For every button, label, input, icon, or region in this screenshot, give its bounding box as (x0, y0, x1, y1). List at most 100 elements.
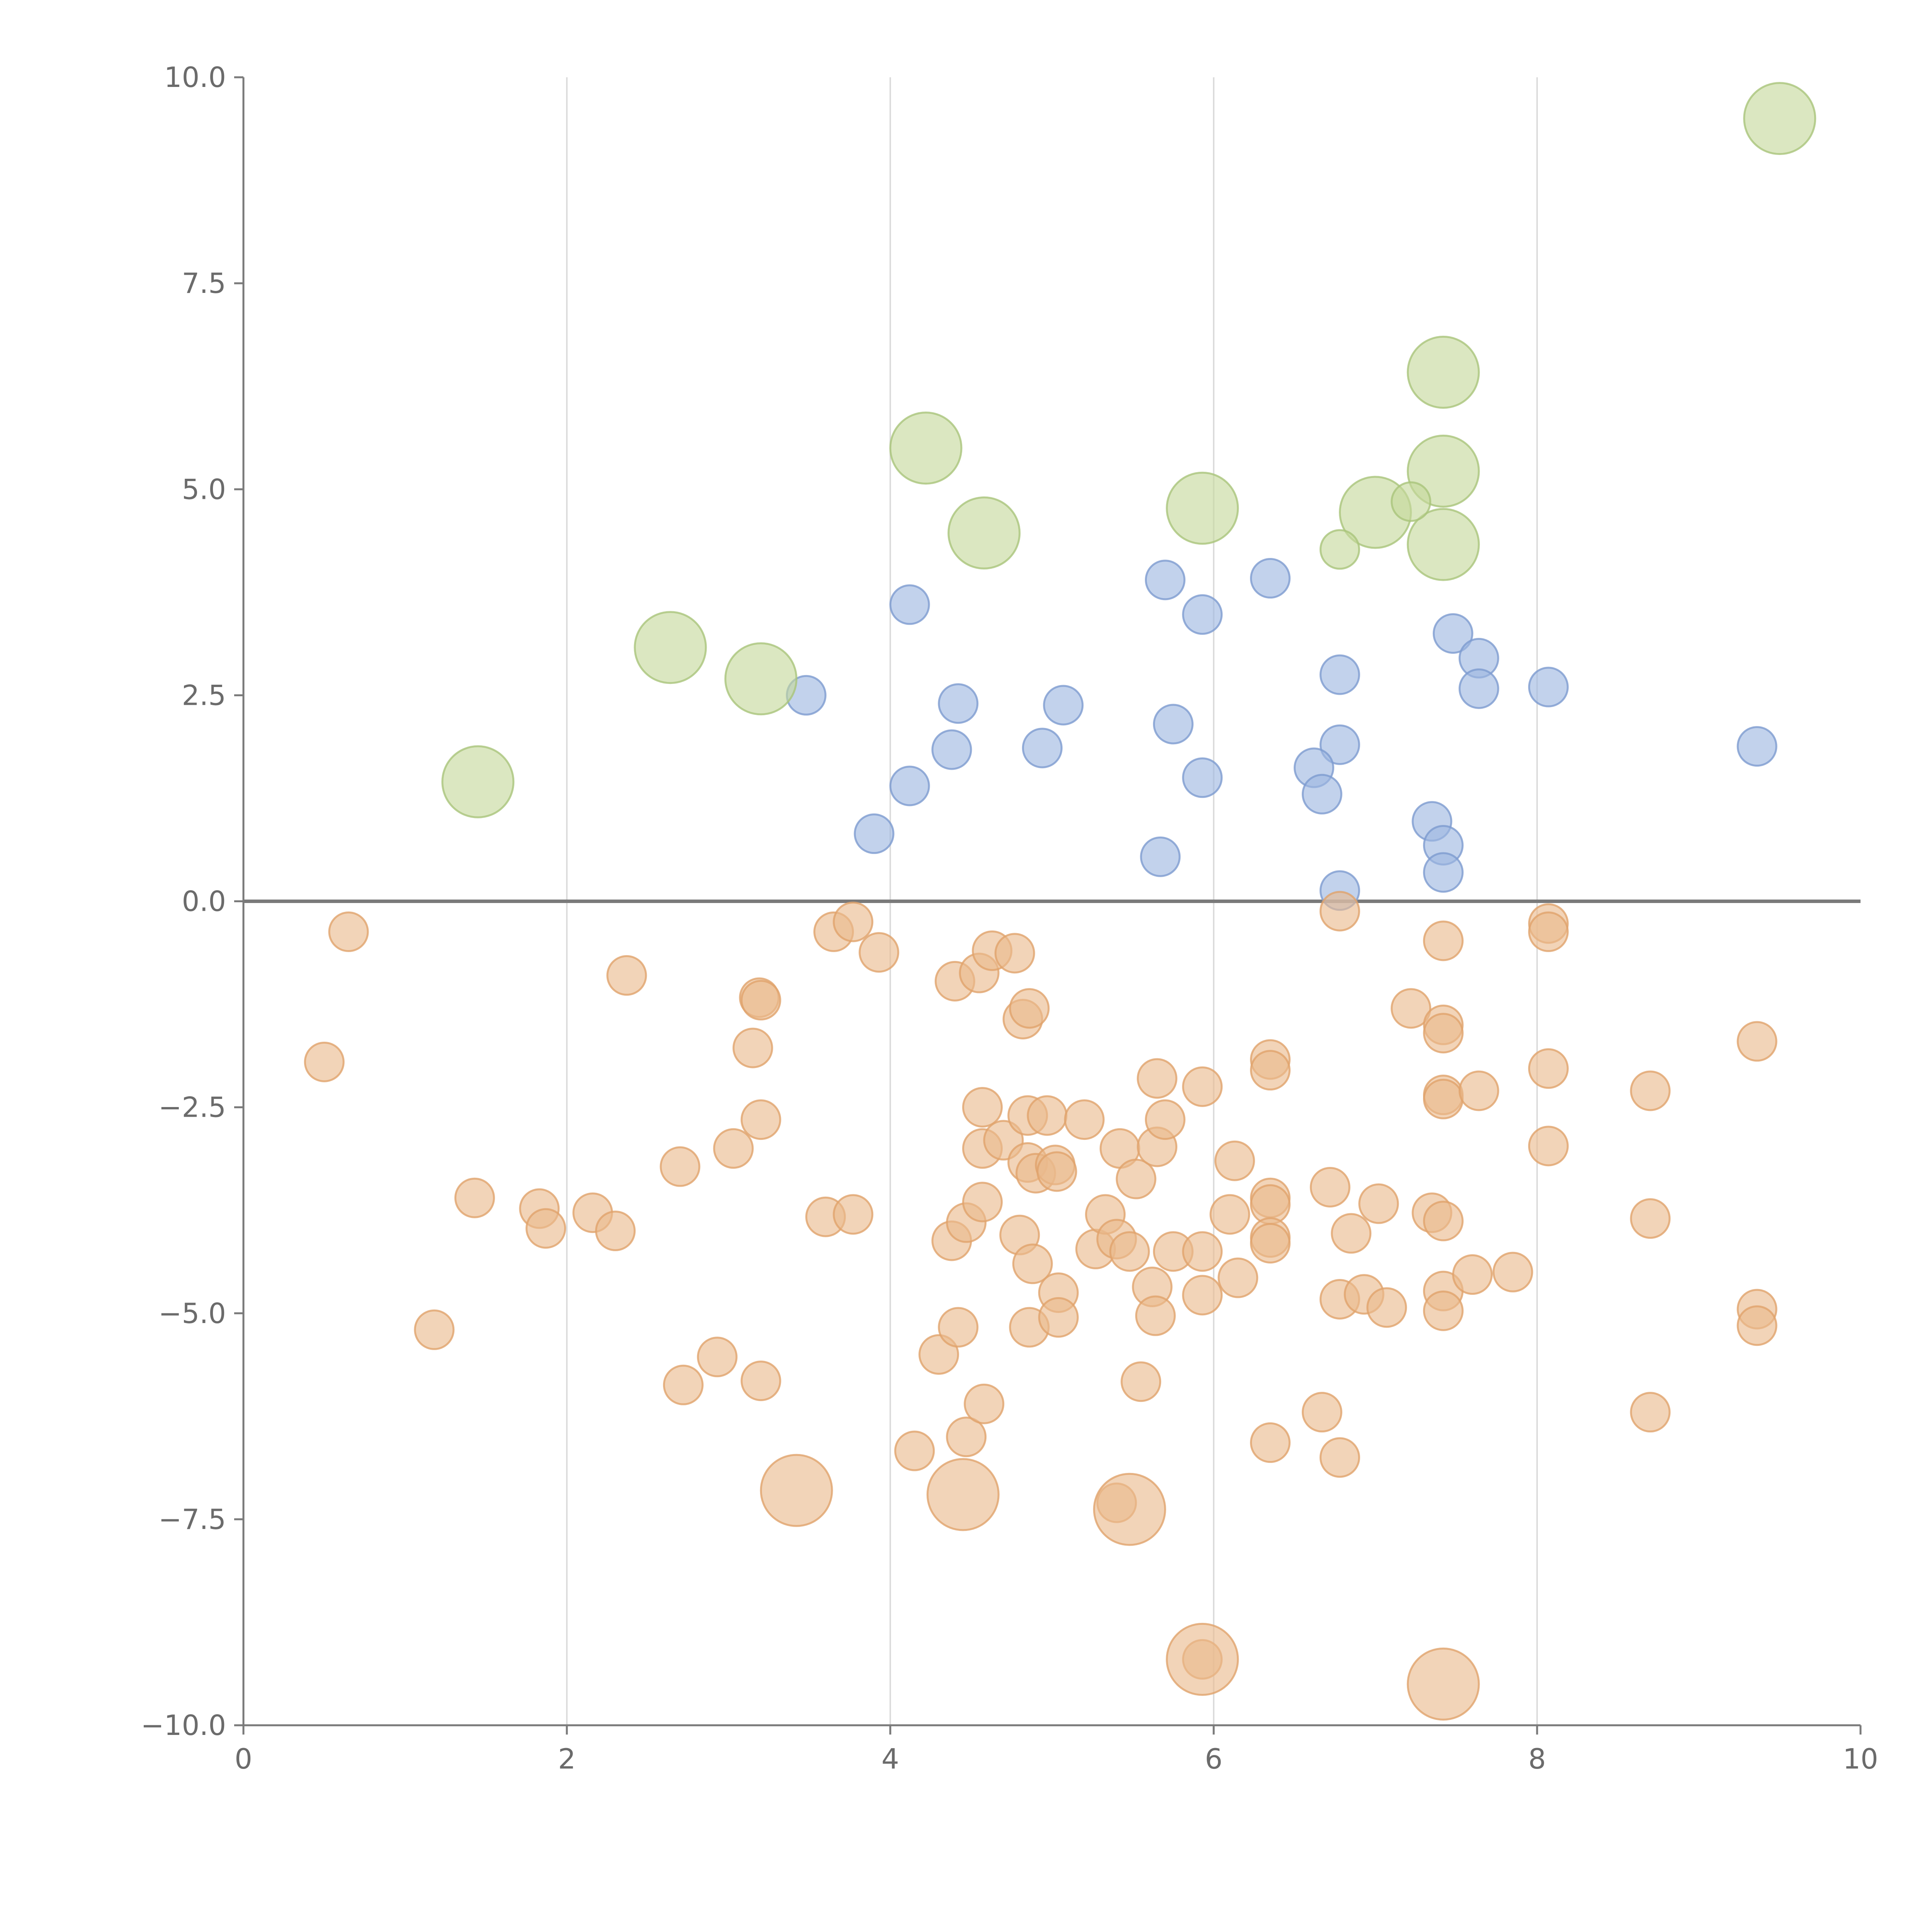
y-tick-label: 7.5 (182, 267, 226, 299)
data-point-s0-9 (1182, 594, 1223, 635)
data-point-s3-87 (1391, 988, 1432, 1029)
data-point-s1-1 (634, 611, 707, 684)
data-point-s3-2 (414, 1309, 455, 1350)
data-point-s3-106 (1630, 1392, 1671, 1433)
data-point-s3-89 (1423, 920, 1464, 961)
data-point-s3-15 (740, 980, 781, 1020)
data-point-s3-8 (606, 955, 647, 996)
data-point-s3-79 (1310, 1167, 1350, 1208)
data-point-s3-22 (859, 932, 900, 973)
data-point-s3-72 (1250, 1050, 1291, 1091)
data-point-s3-29 (946, 1417, 987, 1458)
data-point-s3-82 (1319, 1437, 1360, 1478)
data-point-s3-86 (1366, 1287, 1407, 1328)
data-point-s4-2 (1093, 1473, 1166, 1546)
data-point-s3-102 (1528, 1048, 1569, 1089)
data-point-s3-93 (1423, 1078, 1464, 1119)
data-point-s3-97 (1458, 1070, 1499, 1111)
data-point-s0-4 (889, 765, 930, 806)
data-point-s0-2 (938, 683, 979, 724)
y-tick-label: −10.0 (141, 1709, 226, 1742)
data-point-s3-98 (1452, 1254, 1493, 1295)
y-axis-tick-labels: −10.0 −7.5 −5.0 −2.5 0.0 2.5 5.0 7.5 10.0 (141, 61, 243, 1742)
data-point-s3-91 (1423, 1013, 1464, 1054)
data-point-s0-17 (1301, 774, 1342, 815)
data-point-s0-26 (1736, 726, 1777, 767)
data-point-s3-85 (1358, 1183, 1399, 1224)
data-point-s3-77 (1250, 1422, 1291, 1463)
data-point-s3-57 (1116, 1158, 1156, 1199)
data-point-s4-4 (1406, 1647, 1480, 1721)
data-point-s4-3 (1166, 1622, 1239, 1696)
x-tick-label: 6 (1205, 1743, 1223, 1775)
data-points (304, 82, 1816, 1721)
x-tick-label: 2 (558, 1743, 576, 1775)
data-point-s3-11 (697, 1337, 738, 1378)
data-point-s1-0 (441, 745, 515, 818)
data-point-s3-23 (894, 1430, 935, 1471)
data-point-s3-13 (732, 1027, 773, 1068)
data-point-s2-0 (1319, 529, 1360, 570)
data-point-s3-21 (833, 1194, 874, 1235)
data-point-s0-19 (1432, 613, 1473, 654)
data-point-s3-105 (1630, 1198, 1671, 1239)
data-point-s3-9 (660, 1146, 701, 1187)
data-point-s3-107 (1736, 1021, 1777, 1062)
x-tick-label: 10 (1843, 1743, 1878, 1775)
data-point-s3-66 (1182, 1231, 1223, 1272)
data-point-s1-4 (947, 496, 1021, 570)
data-point-s1-2 (724, 642, 798, 716)
data-point-s0-12 (1182, 757, 1223, 798)
data-point-s3-103 (1528, 1126, 1569, 1167)
data-point-s3-70 (1218, 1257, 1259, 1298)
data-point-s0-6 (1043, 685, 1084, 726)
data-point-s3-50 (1038, 1297, 1079, 1338)
data-point-s3-10 (663, 1364, 704, 1405)
data-point-s3-20 (833, 901, 874, 942)
data-point-s0-15 (1319, 724, 1360, 765)
data-point-s3-27 (938, 1307, 979, 1348)
data-point-s3-69 (1214, 1140, 1255, 1181)
data-point-s3-56 (1109, 1231, 1150, 1272)
data-point-s3-58 (1121, 1361, 1162, 1402)
data-point-s1-3 (889, 412, 963, 485)
x-tick-label: 0 (235, 1743, 252, 1775)
data-point-s0-10 (1250, 558, 1291, 599)
data-point-s3-60 (1137, 1058, 1178, 1099)
data-point-s0-3 (931, 729, 972, 770)
x-axis-tick-labels: 0 2 4 6 8 10 (235, 1725, 1878, 1775)
y-tick-label: 5.0 (182, 473, 226, 505)
data-point-s3-67 (1182, 1275, 1223, 1316)
data-point-s3-12 (713, 1128, 754, 1169)
data-point-s3-16 (740, 1099, 781, 1140)
y-tick-label: 2.5 (182, 679, 226, 711)
data-point-s0-22 (1528, 667, 1569, 707)
y-tick-label: 0.0 (182, 885, 226, 918)
data-point-s4-0 (760, 1454, 833, 1527)
data-point-s3-46 (1027, 1095, 1068, 1136)
y-tick-label: 10.0 (164, 61, 226, 94)
data-point-s3-5 (526, 1208, 566, 1249)
data-point-s3-80 (1319, 891, 1360, 932)
data-point-s0-21 (1458, 668, 1499, 709)
data-point-s3-33 (962, 1182, 1003, 1223)
y-tick-label: −7.5 (158, 1503, 226, 1536)
data-point-s3-78 (1301, 1392, 1342, 1433)
y-tick-label: −2.5 (158, 1091, 226, 1124)
data-point-s3-42 (1009, 988, 1050, 1029)
data-point-s0-13 (1140, 836, 1181, 877)
data-point-s3-96 (1423, 1290, 1464, 1331)
x-tick-label: 4 (881, 1743, 899, 1775)
data-point-s0-14 (1319, 654, 1360, 695)
data-point-s0-25 (1423, 852, 1464, 893)
data-point-s0-7 (1022, 728, 1063, 769)
data-point-s3-17 (740, 1361, 781, 1401)
data-point-s3-101 (1528, 911, 1569, 952)
data-point-s1-5 (1166, 471, 1239, 545)
data-point-s0-1 (889, 584, 930, 625)
data-point-s0-8 (1145, 560, 1185, 600)
data-point-s1-7 (1406, 335, 1480, 409)
data-point-s3-63 (1145, 1099, 1185, 1140)
data-point-s3-99 (1492, 1252, 1533, 1293)
data-point-s3-51 (1064, 1099, 1105, 1140)
